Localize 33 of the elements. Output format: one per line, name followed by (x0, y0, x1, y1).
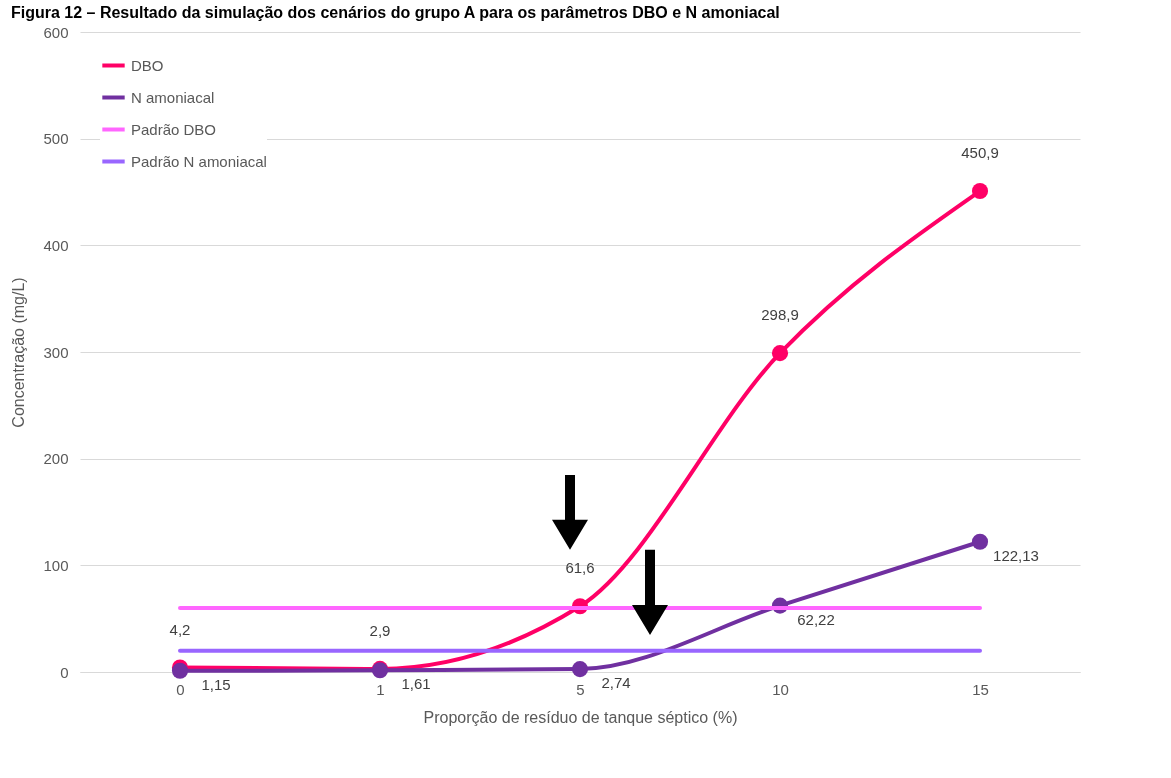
y-tick-label: 300 (43, 343, 69, 361)
y-tick-label: 0 (60, 663, 69, 681)
x-tick-label: 5 (576, 680, 585, 698)
y-axis-title: Concentração (mg/L) (10, 277, 28, 428)
data-label: 122,13 (993, 546, 1039, 564)
point (571, 661, 589, 678)
data-label: 61,6 (565, 559, 595, 577)
y-tick-label: 400 (43, 236, 69, 254)
y-tick-label: 200 (43, 450, 69, 468)
x-tick-label: 0 (176, 680, 185, 698)
legend-label: N amoniacal (131, 88, 215, 106)
legend-label: DBO (131, 56, 164, 74)
x-tick-label: 1 (376, 680, 385, 698)
legend-label: Padrão N amoniacal (131, 152, 267, 170)
data-label: 2,74 (601, 674, 631, 692)
data-label: 1,61 (401, 675, 431, 693)
data-label: 298,9 (761, 306, 799, 324)
legend-label: Padrão DBO (131, 120, 217, 138)
chart-title: Figura 12 – Resultado da simulação dos cenários do grupo A para os parâmetros DBO e N amoniacal (10, 4, 780, 21)
point (971, 182, 989, 200)
x-tick-label: 15 (972, 680, 989, 698)
x-axis-title: Proporção de resíduo de tanque séptico (%) (423, 708, 738, 726)
y-tick-label: 600 (43, 23, 69, 41)
y-tick-label: 100 (43, 556, 69, 574)
y-tick-label: 500 (43, 130, 69, 148)
data-label: 1,15 (201, 675, 231, 693)
data-label: 2,9 (369, 621, 391, 639)
data-label: 62,22 (797, 610, 835, 628)
point (771, 345, 789, 362)
data-label: 450,9 (961, 144, 999, 162)
x-tick-label: 10 (772, 680, 789, 698)
data-label: 4,2 (169, 620, 191, 638)
point (971, 533, 989, 550)
